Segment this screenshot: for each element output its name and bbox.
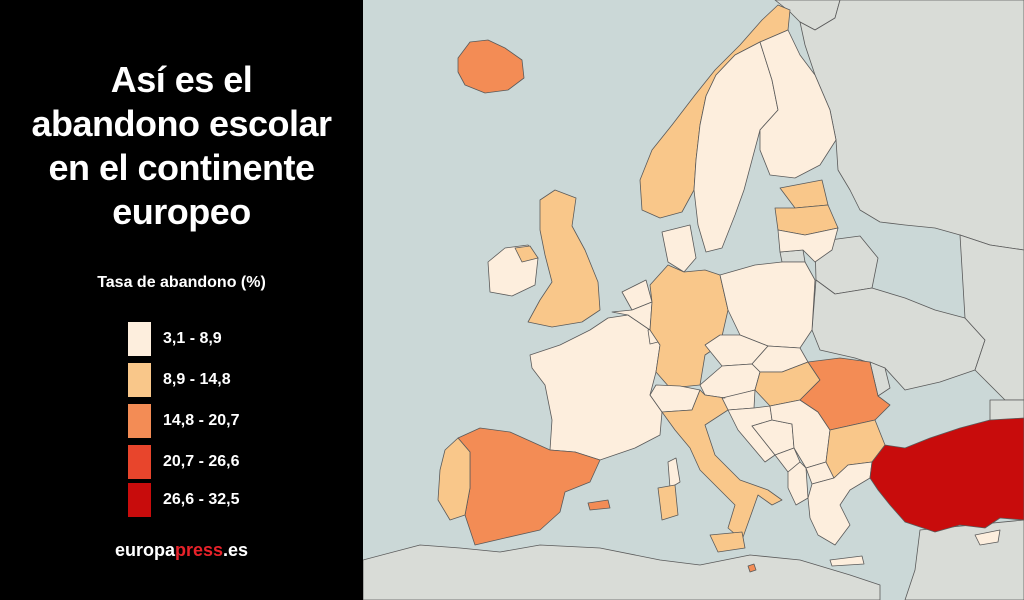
legend-swatch xyxy=(128,445,151,479)
middle-east xyxy=(904,519,1024,600)
legend-swatch xyxy=(128,363,151,397)
map-title: Así es el abandono escolar en el contine… xyxy=(0,58,363,234)
legend-item: 3,1 - 8,9 xyxy=(128,322,222,356)
malta xyxy=(747,563,757,573)
legend-item: 26,6 - 32,5 xyxy=(128,483,240,517)
corsica xyxy=(667,457,681,489)
crete xyxy=(829,555,865,567)
germany xyxy=(649,264,729,389)
legend-title: Tasa de abandono (%) xyxy=(97,274,266,291)
side-panel: Así es el abandono escolar en el contine… xyxy=(0,0,363,600)
russia-south xyxy=(959,234,1024,401)
title-line-3: en el continente xyxy=(48,147,315,188)
lithuania xyxy=(777,227,839,263)
united-kingdom xyxy=(527,189,601,328)
northern-ireland xyxy=(514,245,539,263)
title-line-4: europeo xyxy=(112,191,251,232)
poland xyxy=(719,261,816,349)
north-africa xyxy=(363,544,881,600)
sardinia xyxy=(657,484,679,521)
logo-text-es: .es xyxy=(223,540,249,560)
legend-swatch xyxy=(128,483,151,517)
greece xyxy=(807,461,873,546)
logo-text-europa: europa xyxy=(114,540,175,560)
legend-label: 14,8 - 20,7 xyxy=(163,412,240,429)
denmark xyxy=(661,224,697,273)
title-line-2: abandono escolar xyxy=(31,103,332,144)
sweden xyxy=(693,41,779,253)
legend-item: 8,9 - 14,8 xyxy=(128,363,231,397)
portugal xyxy=(437,437,471,521)
legend-label: 20,7 - 26,6 xyxy=(163,453,240,470)
finland xyxy=(759,29,837,179)
logo-text-press: press xyxy=(174,540,224,560)
europe-map xyxy=(363,0,1024,600)
legend-swatch xyxy=(128,404,151,438)
legend-item: 14,8 - 20,7 xyxy=(128,404,240,438)
legend-label: 26,6 - 32,5 xyxy=(163,491,240,508)
title-line-1: Así es el xyxy=(110,59,253,100)
turkey xyxy=(869,417,1024,533)
legend-item: 20,7 - 26,6 xyxy=(128,445,240,479)
cyprus xyxy=(974,529,1001,546)
legend-swatch xyxy=(128,322,151,356)
europapress-logo: europapress.es xyxy=(0,540,363,561)
balearic-islands xyxy=(587,499,611,511)
italy xyxy=(661,389,783,541)
sicily xyxy=(709,531,746,553)
legend-label: 8,9 - 14,8 xyxy=(163,371,231,388)
legend-label: 3,1 - 8,9 xyxy=(163,330,222,347)
iceland xyxy=(457,39,525,94)
